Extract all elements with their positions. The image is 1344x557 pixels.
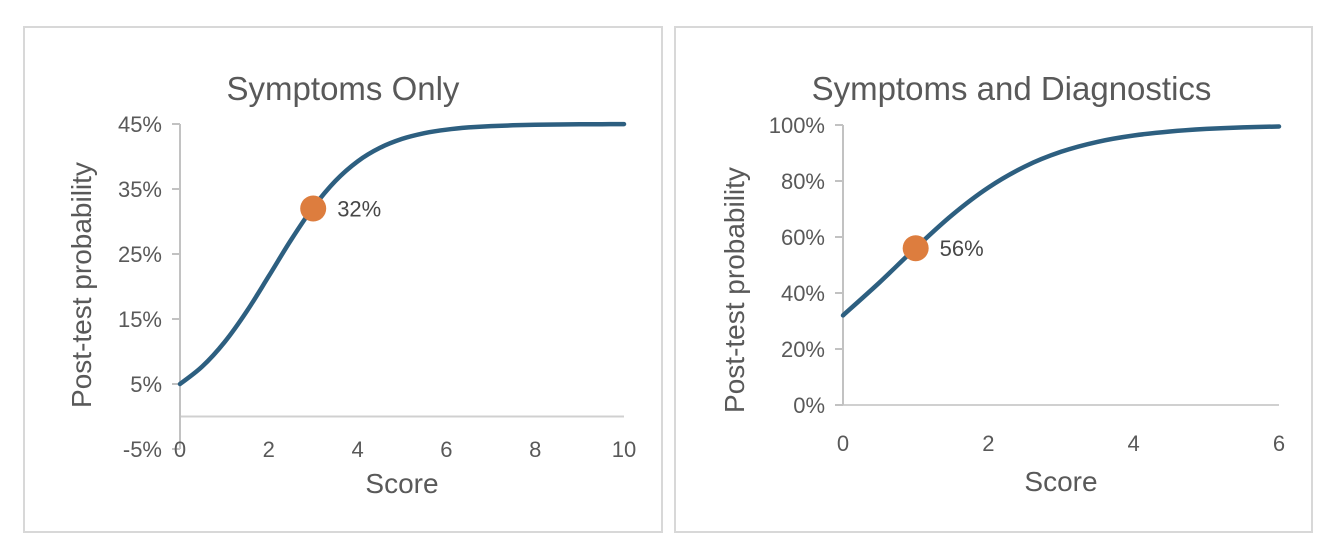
x-tick-label: 4: [351, 437, 363, 462]
probability-curve: [177, 121, 627, 387]
y-tick-label: 35%: [118, 177, 162, 202]
x-tick-label: 0: [174, 437, 186, 462]
chart-panel-symptoms-only: Symptoms Only Post-test probability 45% 3…: [23, 26, 663, 533]
x-tick-label: 4: [1128, 431, 1140, 456]
y-tick-label: 40%: [781, 281, 825, 306]
y-tick-label: 15%: [118, 307, 162, 332]
x-tick-label: 6: [1273, 431, 1285, 456]
probability-curve: [840, 124, 1282, 318]
highlight-marker: [300, 195, 327, 222]
x-axis-title: Score: [365, 468, 439, 499]
plot-area: 100% 80% 60% 40% 20% 0% 0 2 4 6 56%: [769, 113, 1285, 456]
x-tick-label: 0: [837, 431, 849, 456]
chart-panel-symptoms-and-diagnostics: Symptoms and Diagnostics Post-test proba…: [674, 26, 1313, 533]
y-tick-label: 25%: [118, 242, 162, 267]
x-tick-label: 2: [982, 431, 994, 456]
chart-title: Symptoms and Diagnostics: [811, 70, 1212, 107]
y-tick-label: 80%: [781, 169, 825, 194]
y-tick-label: 100%: [769, 113, 825, 138]
y-tick-label: 20%: [781, 337, 825, 362]
plot-area: 45% 35% 25% 15% 5% -5% 0 2 4 6 8 10 32%: [118, 112, 636, 462]
x-tick-label: 6: [440, 437, 452, 462]
chart-title: Symptoms Only: [226, 70, 460, 107]
point-data-label: 32%: [337, 197, 381, 222]
y-tick-label: 5%: [130, 372, 162, 397]
point-data-label: 56%: [940, 236, 984, 261]
y-tick-label: 60%: [781, 225, 825, 250]
x-axis-title: Score: [1024, 466, 1098, 497]
x-tick-label: 10: [612, 437, 636, 462]
x-tick-label: 2: [263, 437, 275, 462]
x-tick-label: 8: [529, 437, 541, 462]
y-tick-label: 45%: [118, 112, 162, 137]
y-tick-label: -5%: [123, 437, 162, 462]
highlight-marker: [902, 235, 929, 262]
y-tick-label: 0%: [793, 393, 825, 418]
